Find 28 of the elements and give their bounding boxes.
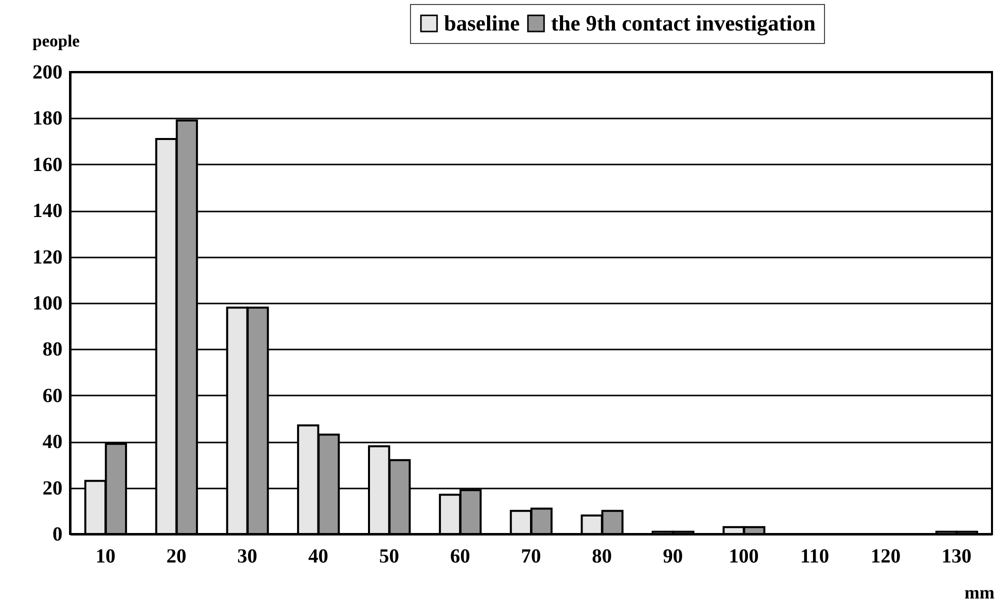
x-tick-label: 10 bbox=[95, 546, 116, 568]
x-tick-label: 80 bbox=[592, 546, 612, 568]
x-tick-label: 50 bbox=[379, 546, 400, 568]
x-tick-label: 130 bbox=[942, 546, 972, 568]
x-tick-label: 20 bbox=[166, 546, 186, 568]
y-tick-label: 140 bbox=[32, 200, 62, 222]
y-tick-label: 0 bbox=[52, 524, 62, 546]
y-tick-label: 40 bbox=[42, 431, 62, 454]
x-axis-title: mm bbox=[964, 582, 994, 602]
y-tick-label: 20 bbox=[42, 477, 62, 500]
x-tick-label: 90 bbox=[662, 546, 683, 568]
x-tick-label: 30 bbox=[237, 546, 258, 568]
y-tick-label: 160 bbox=[32, 154, 62, 176]
x-tick-label: 60 bbox=[450, 546, 470, 568]
x-tick-label: 120 bbox=[870, 546, 901, 568]
y-tick-label: 60 bbox=[42, 384, 62, 407]
y-tick-label: 80 bbox=[42, 338, 62, 361]
legend-label: the 9th contact investigation bbox=[551, 10, 816, 36]
y-axis-title: people bbox=[32, 32, 80, 50]
y-tick-label: 180 bbox=[32, 108, 62, 130]
x-tick-label: 100 bbox=[728, 546, 759, 568]
y-tick-label: 100 bbox=[32, 292, 62, 314]
x-tick-label: 70 bbox=[521, 546, 541, 568]
y-tick-label: 120 bbox=[32, 246, 62, 268]
x-tick-label: 40 bbox=[308, 546, 328, 568]
x-tick-label: 110 bbox=[800, 546, 830, 568]
y-tick-label: 200 bbox=[32, 62, 62, 84]
legend-label: baseline bbox=[444, 10, 520, 36]
